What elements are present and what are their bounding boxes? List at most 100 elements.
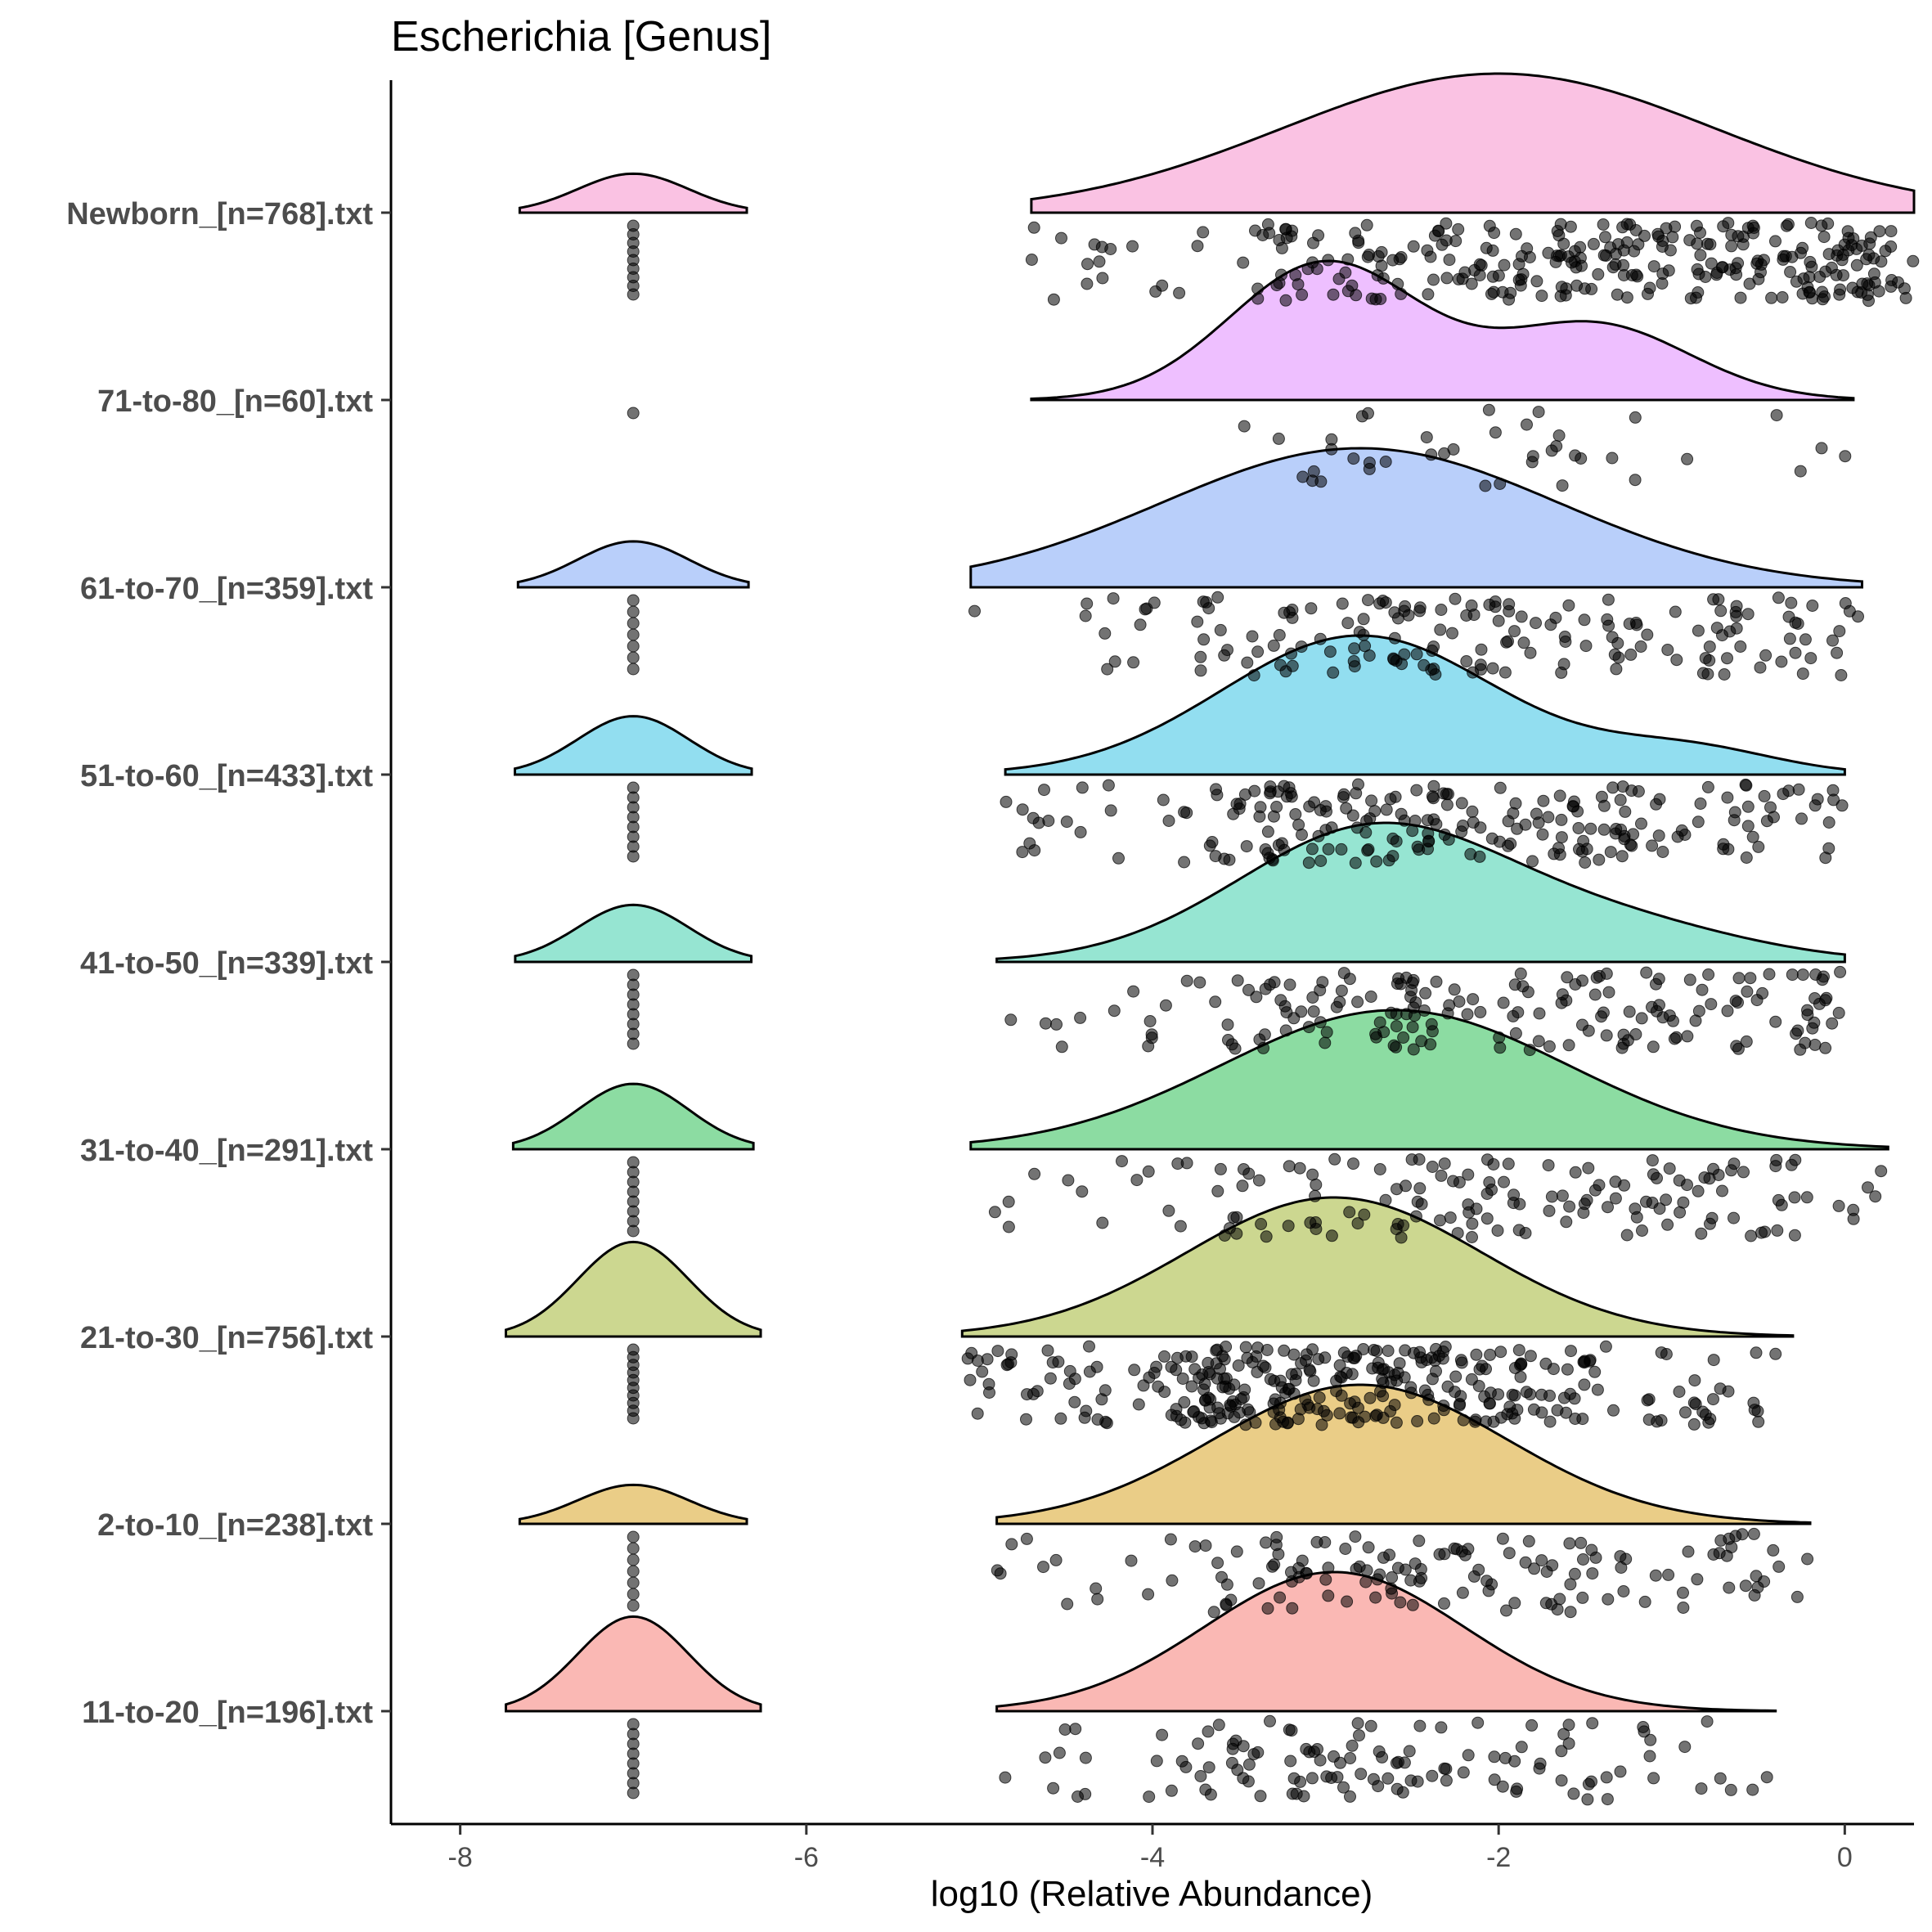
data-point	[1328, 1152, 1341, 1166]
data-point	[1079, 1787, 1092, 1800]
data-point	[1426, 1769, 1439, 1782]
data-point	[1348, 1395, 1361, 1409]
data-point	[1610, 823, 1623, 835]
data-point	[1226, 1742, 1239, 1755]
data-point	[1689, 1398, 1702, 1411]
data-point	[1240, 840, 1253, 853]
data-point	[1435, 1169, 1448, 1182]
data-point	[1561, 971, 1574, 984]
data-point	[1646, 1154, 1659, 1167]
data-point	[1427, 1412, 1440, 1425]
data-point	[1467, 816, 1480, 829]
data-point	[1462, 1749, 1475, 1762]
density-curve	[969, 447, 1863, 589]
data-point	[1447, 1175, 1459, 1188]
data-point	[1191, 615, 1204, 628]
data-point	[1545, 1190, 1558, 1203]
data-point	[1260, 1230, 1273, 1243]
data-point	[1592, 267, 1605, 281]
data-point	[1543, 1040, 1556, 1053]
data-point	[1295, 1357, 1308, 1370]
data-point	[1728, 806, 1741, 819]
data-point	[1379, 456, 1392, 468]
data-point	[1194, 650, 1207, 663]
data-point	[1300, 1348, 1313, 1361]
data-point	[1349, 856, 1362, 869]
data-point	[1305, 602, 1318, 615]
data-point	[1489, 600, 1502, 613]
data-point	[1179, 1350, 1193, 1363]
data-point	[1397, 1031, 1410, 1044]
data-point	[1699, 271, 1712, 283]
data-point	[1314, 1016, 1327, 1029]
data-point	[1717, 842, 1730, 856]
data-point	[1741, 800, 1755, 813]
data-point	[1156, 279, 1169, 292]
data-point	[1225, 1038, 1238, 1051]
data-point	[1673, 1386, 1686, 1398]
data-point	[1725, 240, 1738, 253]
data-point	[1819, 265, 1832, 278]
data-point	[1754, 661, 1767, 674]
data-point	[1606, 452, 1619, 465]
data-point	[1707, 1393, 1719, 1406]
data-point	[1165, 1784, 1178, 1797]
data-point	[1786, 968, 1799, 982]
data-point	[1443, 254, 1456, 267]
data-point	[1435, 604, 1448, 616]
data-point	[1660, 222, 1673, 235]
floor-point	[627, 407, 640, 420]
data-point	[1239, 1418, 1252, 1431]
data-point	[1740, 779, 1753, 792]
data-point	[1831, 249, 1844, 262]
data-point	[1336, 597, 1349, 610]
data-point	[1322, 1589, 1335, 1602]
data-point	[1393, 1357, 1406, 1370]
floor-point	[627, 1599, 640, 1612]
data-point	[1369, 1591, 1382, 1604]
data-point	[1404, 1774, 1418, 1787]
data-point	[1125, 1554, 1138, 1567]
data-point	[1197, 595, 1210, 609]
data-point	[1197, 633, 1211, 646]
data-point	[1652, 973, 1665, 986]
data-point	[1211, 591, 1224, 604]
data-point	[1692, 1004, 1705, 1018]
data-point	[1588, 1184, 1602, 1197]
data-point	[1233, 798, 1247, 811]
data-point	[1466, 805, 1479, 818]
data-point	[1563, 1537, 1576, 1550]
data-point	[1409, 815, 1422, 827]
data-point	[1502, 815, 1515, 828]
data-point	[1483, 1176, 1496, 1188]
data-point	[1194, 664, 1207, 677]
data-point	[1535, 1554, 1548, 1567]
data-point	[1343, 1206, 1356, 1219]
data-point	[1777, 788, 1790, 801]
data-point	[1819, 851, 1832, 865]
data-point	[1399, 1563, 1412, 1576]
data-point	[1275, 241, 1288, 254]
data-point	[1099, 627, 1112, 640]
data-point	[1862, 1181, 1874, 1194]
data-point	[1000, 1359, 1013, 1372]
data-point	[1433, 1548, 1446, 1561]
data-point	[1351, 1717, 1364, 1730]
data-point	[1575, 452, 1588, 465]
y-tick-label: 31-to-40_[n=291].txt	[80, 1134, 373, 1168]
data-point	[1632, 238, 1645, 251]
y-tick-label: 41-to-50_[n=339].txt	[80, 946, 373, 981]
data-point	[1687, 1418, 1701, 1431]
data-point	[1323, 645, 1337, 658]
data-point	[1173, 286, 1186, 299]
data-point	[1661, 644, 1674, 656]
data-point	[1506, 1407, 1519, 1420]
data-point	[1455, 797, 1468, 810]
data-point	[1386, 850, 1400, 863]
data-point	[1556, 988, 1569, 1001]
data-point	[1069, 1723, 1082, 1736]
data-point	[1418, 1004, 1431, 1017]
data-point	[1756, 986, 1769, 1000]
data-point	[1425, 1018, 1438, 1031]
data-point	[1420, 431, 1433, 444]
